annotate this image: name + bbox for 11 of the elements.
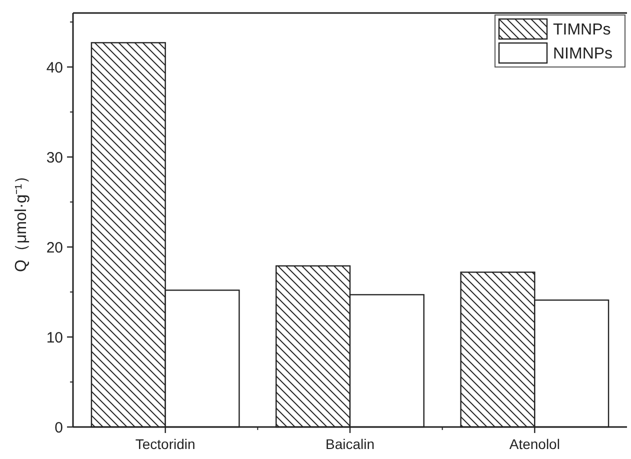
y-axis-title: Q（μmol·g⁻¹） [13,168,30,272]
y-tick-label: 30 [46,149,63,166]
y-tick-label: 0 [54,419,63,436]
x-tick-label: Tectoridin [135,436,196,452]
x-tick-label: Baicalin [325,436,375,452]
x-tick-label: Atenolol [509,436,560,452]
legend-label: NIMNPs [553,46,613,63]
y-tick-label: 20 [46,239,63,256]
y-tick-label: 40 [46,59,63,76]
y-tick-label: 10 [46,329,63,346]
legend-label: TIMNPs [553,22,611,39]
